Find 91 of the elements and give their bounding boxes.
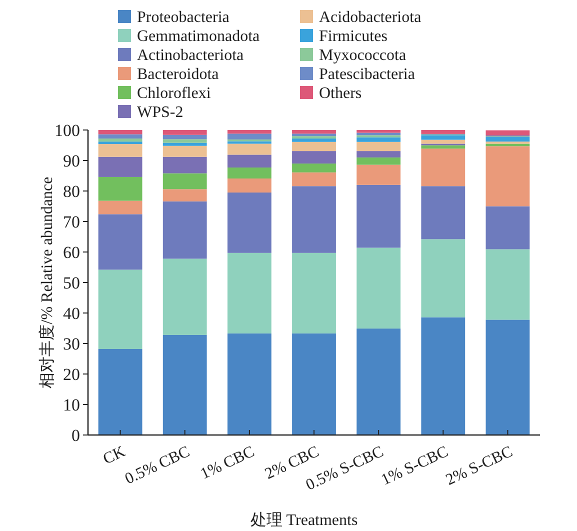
bar xyxy=(98,156,142,177)
bar xyxy=(98,270,142,349)
legend-label: Myxococcota xyxy=(319,47,406,64)
bar xyxy=(227,144,272,155)
bar xyxy=(227,134,272,140)
legend-label: Acidobacteriota xyxy=(319,9,422,26)
bar xyxy=(292,172,336,186)
bar xyxy=(486,249,530,320)
bar xyxy=(98,138,142,142)
y-tick-label: 70 xyxy=(63,212,80,232)
bar xyxy=(162,139,207,143)
y-tick-label: 10 xyxy=(63,396,80,414)
bar xyxy=(486,146,530,206)
bar xyxy=(486,320,530,435)
bar xyxy=(356,184,401,248)
bar xyxy=(421,239,466,318)
bar xyxy=(356,142,401,152)
bar xyxy=(162,189,207,202)
bar xyxy=(98,142,142,144)
bar xyxy=(486,137,530,142)
y-axis-title: 相对丰度/% Relative abundance xyxy=(38,176,56,388)
bar xyxy=(162,134,207,140)
y-tick-label: 30 xyxy=(63,334,80,354)
y-tick-label: 50 xyxy=(63,274,80,292)
bar xyxy=(421,148,466,186)
bar xyxy=(356,157,401,165)
bar xyxy=(486,144,530,146)
legend-label: Chloroflexi xyxy=(137,85,212,102)
y-tick-label: 60 xyxy=(63,243,80,262)
bar xyxy=(292,142,336,152)
bar xyxy=(98,176,142,201)
bar xyxy=(356,132,401,136)
bar xyxy=(227,130,272,134)
bar xyxy=(98,200,142,214)
bar xyxy=(292,130,336,134)
bar xyxy=(98,214,142,270)
bar xyxy=(98,348,142,435)
x-tick-label: 1% CBC xyxy=(198,443,258,483)
bar xyxy=(292,252,336,334)
bar xyxy=(98,144,142,157)
bar xyxy=(98,134,142,139)
bar xyxy=(227,154,272,168)
y-tick-label: 80 xyxy=(63,182,80,201)
bar xyxy=(292,151,336,164)
bar xyxy=(227,252,272,334)
bar xyxy=(162,258,207,335)
bar xyxy=(292,138,336,142)
bar xyxy=(227,192,272,253)
bar xyxy=(356,137,401,142)
bar xyxy=(227,333,272,435)
bar xyxy=(421,145,466,149)
bar xyxy=(162,201,207,259)
bar xyxy=(292,164,336,172)
legend-label: Proteobacteria xyxy=(137,9,230,26)
bar xyxy=(356,164,401,185)
bar xyxy=(292,186,336,253)
bar xyxy=(486,130,530,136)
bar xyxy=(162,156,207,174)
bar xyxy=(162,146,207,157)
bar xyxy=(162,130,207,135)
bar xyxy=(356,328,401,435)
y-tick-label: 40 xyxy=(63,304,80,323)
legend-label: Others xyxy=(319,85,362,102)
bar xyxy=(486,206,530,250)
y-tick-label: 90 xyxy=(63,152,80,170)
bar xyxy=(162,173,207,190)
bar xyxy=(421,317,466,435)
bar xyxy=(356,151,401,158)
bar xyxy=(292,136,336,139)
legend-label: Patescibacteria xyxy=(319,66,415,83)
bar xyxy=(421,135,466,140)
bar xyxy=(162,334,207,435)
x-tick-label: CK xyxy=(100,443,128,468)
bar xyxy=(421,130,466,134)
bar xyxy=(356,130,401,133)
bar xyxy=(98,130,142,134)
bar xyxy=(227,178,272,193)
bar xyxy=(227,168,272,178)
bar xyxy=(356,248,401,329)
bar xyxy=(421,186,466,240)
y-tick-label: 100 xyxy=(54,121,80,140)
legend-label: WPS-2 xyxy=(137,104,184,121)
legend-label: Actinobacteriota xyxy=(137,47,244,64)
bar xyxy=(292,333,336,435)
bar xyxy=(292,134,336,136)
bar xyxy=(162,142,207,146)
legend-label: Firmicutes xyxy=(319,28,388,45)
y-tick-label: 20 xyxy=(63,365,80,384)
legend-label: Bacteroidota xyxy=(137,66,219,83)
x-axis-title: 处理 Treatments xyxy=(250,511,358,529)
y-tick-label: 0 xyxy=(72,426,80,445)
